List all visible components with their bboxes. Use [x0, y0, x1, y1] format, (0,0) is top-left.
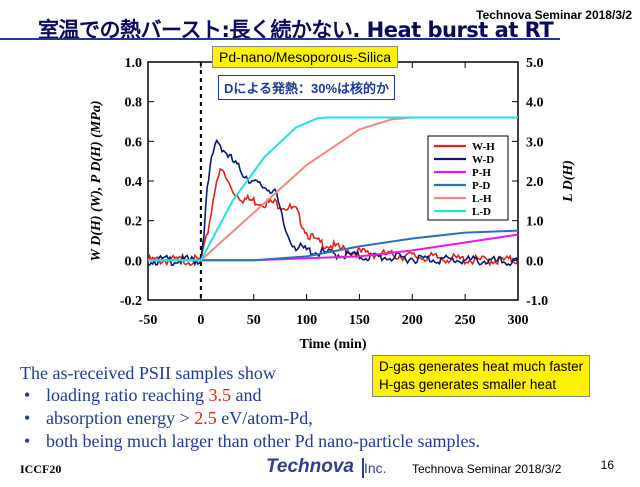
x-tick-label: 0 — [197, 313, 204, 328]
logo-divider — [362, 458, 364, 478]
gas-summary-box: D-gas generates heat much faster H-gas g… — [372, 355, 591, 397]
footer-seminar: Technova Seminar 2018/3/2 — [412, 462, 562, 476]
bullet-dot: • — [24, 431, 31, 451]
x-tick-label: 200 — [402, 313, 423, 328]
y-left-axis-label: W D(H) (W), P D(H) (MPa) — [89, 101, 104, 262]
bullet-text: loading ratio reaching — [46, 385, 209, 405]
y-left-tick-label: -0.2 — [120, 294, 142, 309]
y-left-tick-label: 0.2 — [125, 215, 143, 230]
legend-box — [427, 135, 509, 221]
legend-label-p-d: P-D — [472, 180, 490, 192]
x-tick-label: 100 — [296, 313, 317, 328]
heat-burst-chart: -50 0 50 100 150 200 250 300 -0.2 0.0 0.2 0.4 0.6 0.8… — [89, 56, 576, 352]
loading-ratio-value: 3.5 — [208, 385, 231, 405]
x-tick-label: 300 — [508, 313, 529, 328]
y-left-tick-label: 0.0 — [125, 254, 143, 269]
y-right-axis-label: L D(H) — [561, 160, 576, 203]
bullet-loading-ratio: • loading ratio reaching 3.5 and — [24, 385, 261, 406]
lead-text: The as-received PSII samples show — [20, 363, 276, 383]
x-tick-label: -50 — [139, 313, 158, 328]
bullet-comparison: • both being much larger than other Pd na… — [24, 431, 480, 452]
y-right-tick-label: -1.0 — [526, 294, 548, 309]
legend-label-w-d: W-D — [472, 154, 494, 166]
y-left-tick-label: 1.0 — [125, 56, 143, 71]
y-right-tick-label: 3.0 — [526, 135, 544, 150]
sample-label: Pd-nano/Mesoporous-Silica — [212, 46, 398, 68]
conference-label: ICCF20 — [20, 462, 62, 476]
nuclear-note: Dによる発熱：30%は核的か — [218, 75, 396, 100]
y-right-tick-label: 4.0 — [526, 96, 544, 111]
series-line-p-d — [148, 229, 519, 262]
y-left-tick-label: 0.6 — [125, 135, 143, 150]
bullet-text: eV/atom-Pd, — [216, 408, 313, 428]
x-tick-label: 150 — [349, 313, 370, 328]
bullet-absorption-energy: • absorption energy > 2.5 eV/atom-Pd, — [24, 408, 313, 429]
legend-label-l-d: L-D — [472, 206, 491, 218]
gas-summary-line-2: H-gas generates smaller heat — [379, 377, 557, 392]
gas-summary-line-1: D-gas generates heat much faster — [379, 359, 584, 374]
series-line-l-d — [148, 116, 518, 262]
bullet-text: both being much larger than other Pd nan… — [46, 431, 481, 451]
bullet-dot: • — [24, 385, 31, 405]
bullet-dot: • — [24, 408, 31, 428]
bullet-text: absorption energy > — [46, 408, 195, 428]
page-number: 16 — [600, 458, 614, 472]
x-axis-label: Time (min) — [299, 337, 366, 352]
bullet-text: and — [230, 385, 262, 405]
legend-label-l-h: L-H — [472, 193, 492, 205]
series-line-w-h — [147, 168, 519, 267]
y-right-tick-label: 1.0 — [526, 215, 544, 230]
logo-inc: Inc. — [364, 460, 387, 476]
y-left-tick-label: 0.8 — [125, 96, 143, 111]
series-line-w-d — [147, 138, 519, 267]
y-right-tick-label: 5.0 — [526, 56, 544, 71]
y-right-tick-label: 0.0 — [526, 254, 544, 269]
seminar-header: Technova Seminar 2018/3/2 — [476, 8, 632, 22]
x-tick-label: 250 — [455, 313, 476, 328]
legend-label-p-h: P-H — [472, 167, 491, 179]
y-left-tick-label: 0.4 — [125, 175, 143, 190]
x-tick-label: 50 — [247, 313, 261, 328]
absorption-energy-value: 2.5 — [194, 408, 217, 428]
title-underline — [0, 38, 560, 40]
y-right-tick-label: 2.0 — [526, 175, 544, 190]
legend-label-w-h: W-H — [472, 141, 495, 153]
technova-logo: Technova — [266, 456, 354, 477]
